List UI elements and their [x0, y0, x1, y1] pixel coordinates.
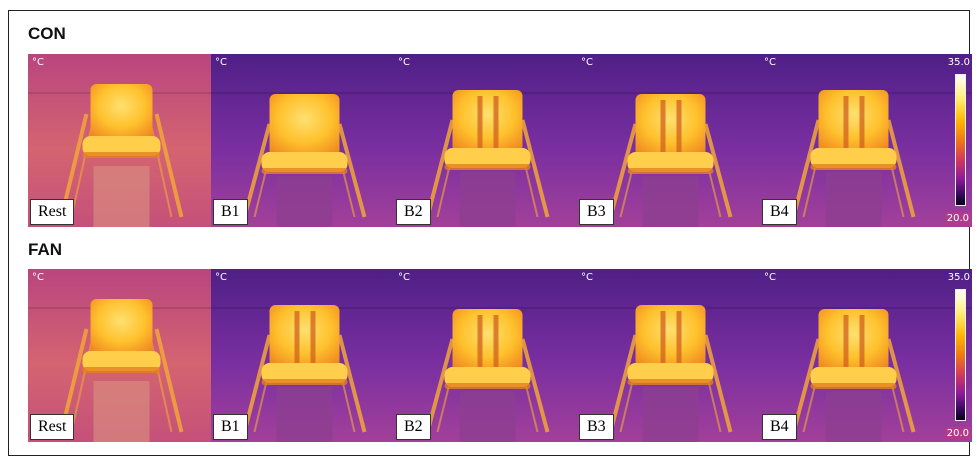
condition-tag: B1	[213, 414, 248, 440]
thermal-image-b2: °C B2	[394, 54, 577, 227]
condition-tag: B3	[579, 414, 614, 440]
scale-min-label: 20.0	[944, 212, 971, 225]
condition-tag: B1	[213, 199, 248, 225]
thermal-row-fan: °C Rest °C B1	[28, 269, 972, 442]
row-label-fan: FAN	[28, 240, 62, 259]
thermal-image-rest: °C Rest	[28, 269, 211, 442]
condition-tag: B4	[762, 414, 797, 440]
thermal-image-b1: °C B1	[211, 269, 394, 442]
condition-tag: B2	[396, 414, 431, 440]
unit-label: °C	[215, 272, 227, 283]
unit-label: °C	[764, 272, 776, 283]
condition-tag: B4	[762, 199, 797, 225]
condition-tag: Rest	[30, 199, 75, 225]
unit-label: °C	[32, 272, 44, 283]
unit-label: °C	[215, 57, 227, 68]
thermal-image-b4: °C B4 35.0 20.0	[760, 54, 972, 227]
scale-max-label: 35.0	[947, 272, 970, 283]
scale-min-label: 20.0	[944, 427, 971, 440]
condition-tag: Rest	[30, 414, 75, 440]
thermal-image-b2: °C B2	[394, 269, 577, 442]
scale-max-label: 35.0	[947, 57, 970, 68]
thermal-image-b3: °C B3	[577, 269, 760, 442]
unit-label: °C	[764, 57, 776, 68]
condition-tag: B3	[579, 199, 614, 225]
temperature-scale-bar	[955, 74, 966, 206]
unit-label: °C	[398, 272, 410, 283]
unit-label: °C	[398, 57, 410, 68]
thermal-row-con: °C Rest °C B1	[28, 54, 972, 227]
condition-tag: B2	[396, 199, 431, 225]
thermal-image-b4: °C B4 35.0 20.0	[760, 269, 972, 442]
unit-label: °C	[581, 272, 593, 283]
thermal-image-b3: °C B3	[577, 54, 760, 227]
temperature-scale-bar	[955, 289, 966, 421]
unit-label: °C	[581, 57, 593, 68]
thermal-image-b1: °C B1	[211, 54, 394, 227]
unit-label: °C	[32, 57, 44, 68]
thermal-image-rest: °C Rest	[28, 54, 211, 227]
row-label-con: CON	[28, 24, 66, 43]
